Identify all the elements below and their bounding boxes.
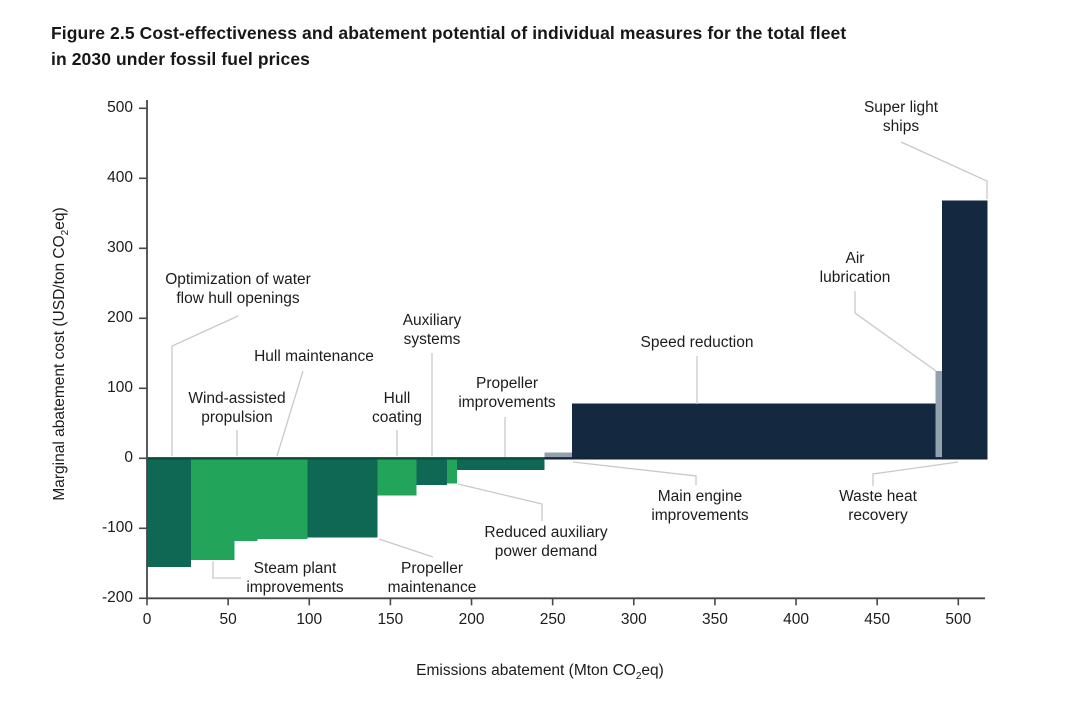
- figure-title-line2: in 2030 under fossil fuel prices: [51, 49, 310, 69]
- label-air-lubrication-leader-line: [854, 291, 937, 372]
- label-steam-plant-leader-line: [212, 561, 241, 579]
- label-wind-assisted: Wind-assisted propulsion: [188, 389, 285, 427]
- label-optimization-water-flow-text: Optimization of water: [165, 271, 311, 288]
- label-propeller-maintenance-text: Propeller: [400, 560, 464, 577]
- figure-title-line1: Figure 2.5 Cost-effectiveness and abatem…: [51, 23, 847, 43]
- label-optimization-water-flow-text: flow hull openings: [176, 290, 300, 307]
- label-waste-heat-text: recovery: [848, 507, 908, 524]
- y-axis-title-subscript: 2: [60, 229, 71, 236]
- label-propeller-improvements-text: Propeller: [475, 375, 539, 392]
- x-axis-title-suffix: eq): [641, 662, 664, 679]
- label-optimization-water-flow-leader-line: [171, 315, 239, 456]
- y-axis-title: Marginal abatement cost (USD/ton CO2eq): [51, 207, 71, 500]
- label-hull-maintenance: Hull maintenance: [254, 347, 374, 366]
- x-tick-label-350: 350: [701, 611, 728, 629]
- x-axis-title: Emissions abatement (Mton CO2eq): [416, 662, 664, 682]
- bar-air-lubrication: [935, 370, 943, 459]
- label-speed-reduction: Speed reduction: [641, 333, 754, 352]
- label-waste-heat: Waste heat recovery: [839, 487, 917, 525]
- y-axis-title-text: Marginal abatement cost (USD/ton CO: [51, 235, 68, 501]
- bar-steam-plant-improvements: [190, 458, 235, 560]
- bar-auxiliary-systems: [416, 458, 448, 485]
- bar-optimization-of-water-flow-hull-openings: [147, 458, 191, 567]
- bar-main-engine-improvements: [544, 452, 573, 459]
- label-hull-maintenance-leader-line: [276, 370, 304, 457]
- label-propeller-maintenance-leader-line: [378, 538, 434, 558]
- x-tick-label-500: 500: [945, 611, 972, 629]
- y-tick-label-0: 0: [124, 449, 133, 467]
- bar-super-light-ships: [942, 200, 988, 459]
- label-reduced-auxiliary-text: power demand: [494, 543, 598, 560]
- x-tick-label-200: 200: [458, 611, 485, 629]
- x-tick-label-100: 100: [296, 611, 323, 629]
- label-reduced-auxiliary: Reduced auxiliary power demand: [484, 523, 607, 561]
- y-tick-label-100: 100: [107, 379, 133, 397]
- label-steam-plant: Steam plant improvements: [246, 559, 343, 597]
- x-tick-label-50: 50: [219, 611, 237, 629]
- label-hull-coating-text: Hull: [383, 390, 411, 407]
- bar-hull-coating: [377, 458, 417, 496]
- x-axis-title-subscript: 2: [635, 671, 642, 682]
- label-air-lubrication: Air lubrication: [820, 249, 891, 287]
- bar-propeller-maintenance: [307, 458, 378, 538]
- label-main-engine-leader-line: [572, 461, 697, 485]
- bar-propeller-improvements: [456, 458, 545, 471]
- label-hull-maintenance-text: Hull maintenance: [254, 348, 374, 365]
- label-steam-plant-text: improvements: [246, 579, 344, 596]
- label-wind-assisted-text: Wind-assisted: [188, 390, 286, 407]
- label-hull-coating-text: coating: [372, 409, 422, 426]
- label-main-engine: Main engine improvements: [651, 487, 748, 525]
- label-propeller-maintenance: Propeller maintenance: [388, 559, 477, 597]
- label-reduced-auxiliary-text: Reduced auxiliary: [484, 524, 608, 541]
- label-auxiliary-systems-text: Auxiliary: [402, 312, 462, 329]
- label-waste-heat-text: Waste heat: [839, 488, 917, 505]
- label-super-light-ships-text: Super light: [863, 99, 939, 116]
- label-hull-coating: Hull coating: [372, 389, 422, 427]
- x-tick-label-0: 0: [142, 611, 152, 629]
- label-super-light-ships: Super light ships: [864, 98, 938, 136]
- x-tick-label-450: 450: [864, 611, 891, 629]
- y-tick-label-300: 300: [107, 239, 133, 257]
- label-propeller-improvements: Propeller improvements: [458, 374, 555, 412]
- label-propeller-improvements-text: improvements: [458, 394, 556, 411]
- label-wind-assisted-text: propulsion: [201, 409, 273, 426]
- label-main-engine-text: Main engine: [657, 488, 743, 505]
- label-main-engine-text: improvements: [651, 507, 749, 524]
- label-super-light-ships-text: ships: [882, 118, 920, 135]
- bar-hull-maintenance: [257, 458, 308, 539]
- x-tick-label-400: 400: [783, 611, 809, 629]
- x-tick-label-250: 250: [539, 611, 566, 629]
- label-air-lubrication-text: Air: [845, 250, 865, 267]
- label-optimization-water-flow: Optimization of water flow hull openings: [165, 270, 311, 308]
- label-speed-reduction-text: Speed reduction: [640, 334, 754, 351]
- x-axis-title-text: Emissions abatement (Mton CO: [416, 662, 636, 679]
- figure-title: Figure 2.5 Cost-effectiveness and abatem…: [51, 20, 1011, 72]
- label-super-light-ships-leader-line: [900, 141, 988, 199]
- bar-reduced-auxiliary-power-demand: [447, 458, 457, 484]
- bar-wind-assisted-propulsion: [234, 458, 258, 541]
- label-air-lubrication-text: lubrication: [819, 269, 891, 286]
- bar-speed-reduction: [572, 403, 936, 459]
- label-waste-heat-leader-line: [872, 461, 959, 486]
- x-tick-label-150: 150: [377, 611, 404, 629]
- y-tick-label-200: 200: [107, 309, 133, 327]
- y-tick-label-400: 400: [107, 169, 133, 187]
- label-reduced-auxiliary-leader-line: [457, 483, 543, 521]
- label-auxiliary-systems-text: systems: [403, 331, 461, 348]
- label-propeller-maintenance-text: maintenance: [387, 579, 477, 596]
- y-axis-title-suffix: eq): [51, 207, 68, 230]
- y-tick-label--100: -100: [101, 519, 133, 537]
- label-steam-plant-text: Steam plant: [253, 560, 337, 577]
- label-auxiliary-systems: Auxiliary systems: [403, 311, 462, 349]
- y-tick-label-500: 500: [107, 99, 133, 117]
- y-tick-label--200: -200: [101, 589, 133, 607]
- x-tick-label-300: 300: [620, 611, 647, 629]
